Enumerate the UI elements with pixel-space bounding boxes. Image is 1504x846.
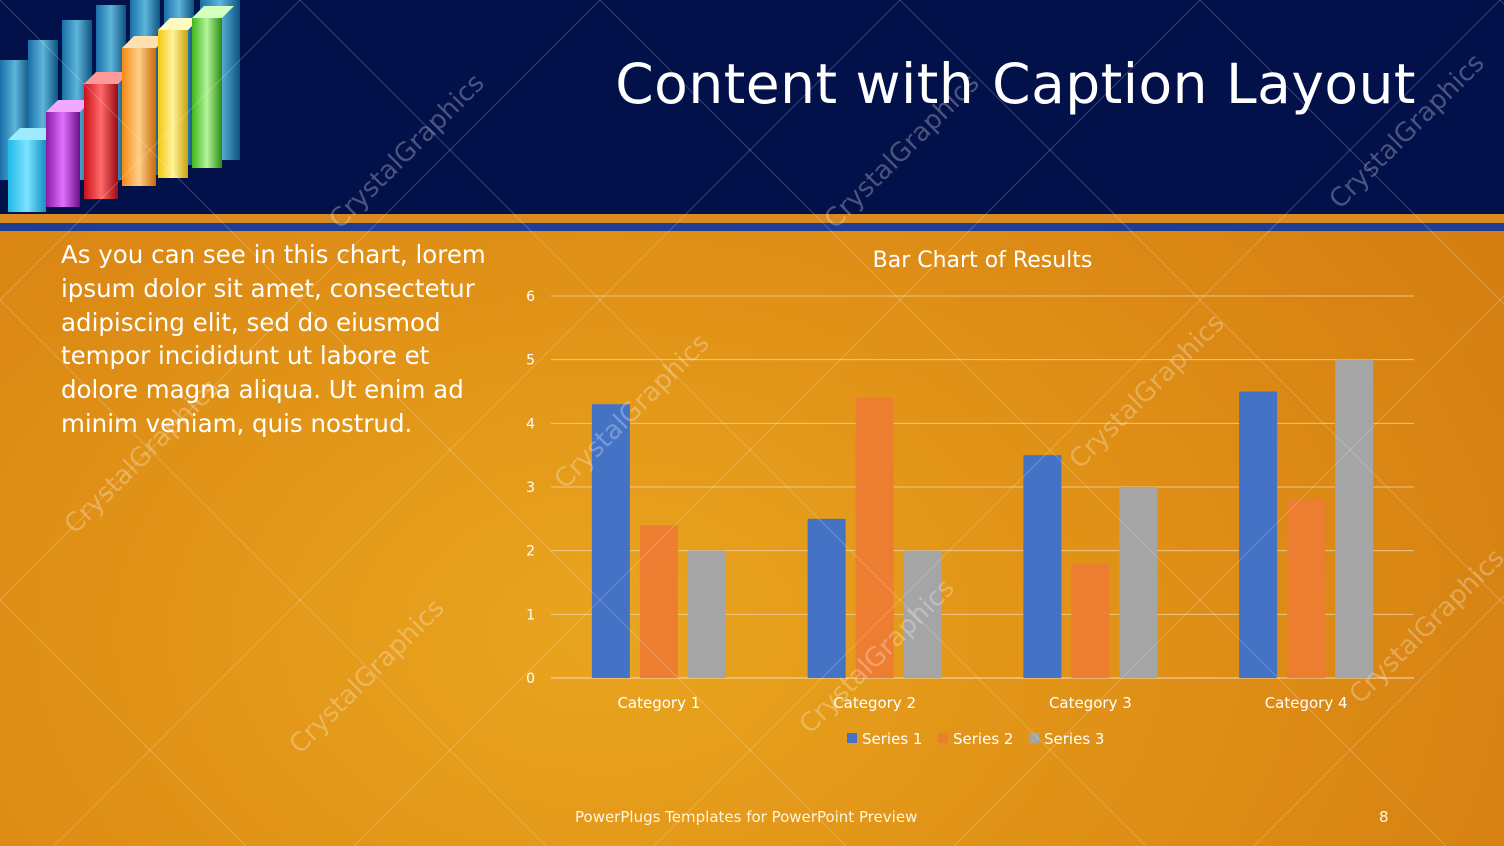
- bar-2-4: [1287, 499, 1326, 678]
- legend-label: Series 3: [1044, 730, 1104, 748]
- y-tick-label: 4: [526, 416, 535, 432]
- chart-title: Bar Chart of Results: [873, 248, 1093, 273]
- x-tick-label: Category 3: [1049, 694, 1132, 712]
- bar-1-4: [1239, 391, 1278, 678]
- bar-3-3: [1119, 487, 1158, 678]
- bar-3-2: [903, 550, 942, 678]
- accent-band-orange: [0, 214, 1504, 223]
- bar-1-3: [1023, 455, 1062, 678]
- caption-text: As you can see in this chart, lorem ipsu…: [61, 240, 486, 438]
- y-tick-label: 6: [526, 289, 535, 305]
- header-bar: [0, 0, 1504, 214]
- bar-2-2: [855, 397, 894, 678]
- legend-swatch: [1029, 733, 1039, 743]
- legend-swatch: [938, 733, 948, 743]
- y-tick-label: 3: [526, 480, 535, 496]
- bar-2-3: [1071, 563, 1110, 678]
- legend-swatch: [847, 733, 857, 743]
- legend-label: Series 1: [862, 730, 922, 748]
- legend-label: Series 2: [953, 730, 1013, 748]
- x-tick-label: Category 4: [1265, 694, 1348, 712]
- slide-number: 8: [1379, 808, 1389, 826]
- bar-3-4: [1335, 359, 1374, 678]
- bar-1-1: [591, 404, 630, 678]
- y-tick-label: 0: [526, 671, 535, 687]
- bar-3-1: [687, 550, 726, 678]
- y-tick-label: 1: [526, 607, 535, 623]
- bar-1-2: [807, 518, 846, 678]
- bar-chart-graphic-icon: [0, 0, 240, 212]
- accent-band-blue: [0, 223, 1504, 231]
- y-tick-label: 5: [526, 353, 535, 369]
- y-tick-label: 2: [526, 544, 535, 560]
- slide-title: Content with Caption Layout: [615, 52, 1416, 116]
- footer-text: PowerPlugs Templates for PowerPoint Prev…: [575, 808, 918, 826]
- bar-2-1: [639, 525, 678, 678]
- x-tick-label: Category 2: [833, 694, 916, 712]
- x-tick-label: Category 1: [617, 694, 700, 712]
